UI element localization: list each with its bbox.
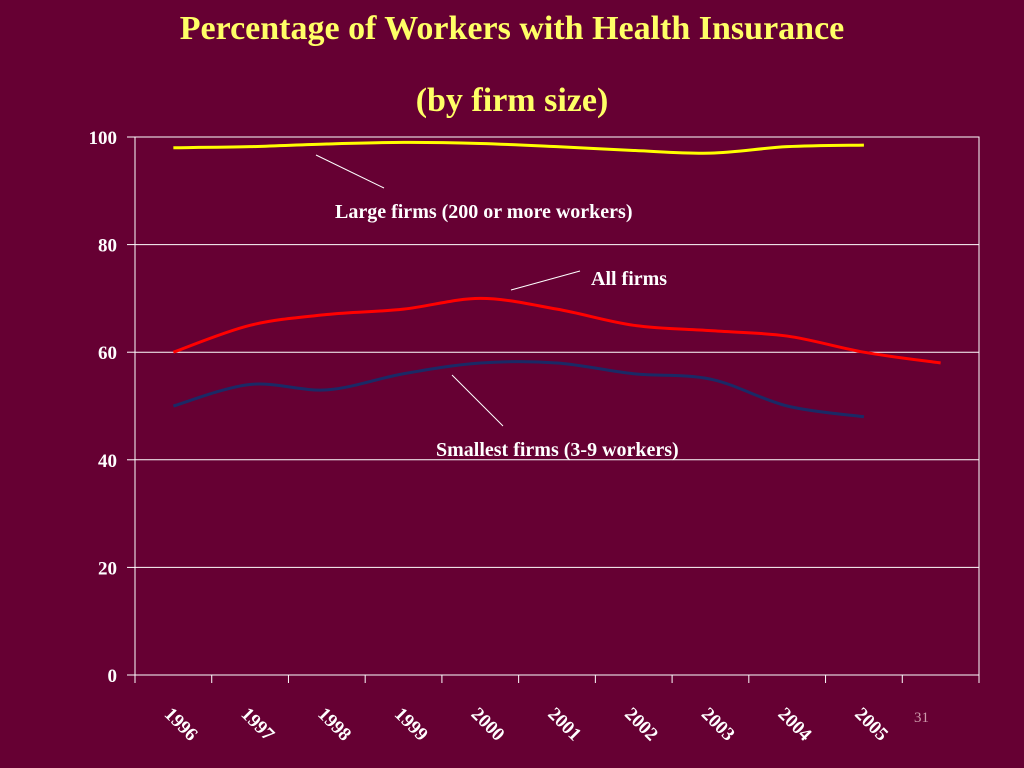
large-firms-leader-line bbox=[315, 154, 385, 189]
y-tick-label: 20 bbox=[98, 558, 117, 579]
series-line-large-firms-200-or-more-workers bbox=[173, 140, 864, 155]
y-tick-label: 80 bbox=[98, 236, 117, 257]
smallest-firms-leader-line bbox=[451, 374, 504, 427]
series-line-smallest-firms-3-9-workers bbox=[172, 360, 865, 419]
x-tick-label: 1998 bbox=[313, 704, 355, 746]
chart-title: Percentage of Workers with Health Insura… bbox=[179, 10, 845, 47]
annotation-layer: Large firms (200 or more workers) All fi… bbox=[315, 154, 679, 461]
series-line-all-firms bbox=[172, 296, 941, 365]
x-tick-label: 2001 bbox=[543, 704, 585, 746]
x-tick-label: 1997 bbox=[237, 704, 279, 746]
y-tick-label: 0 bbox=[108, 666, 118, 687]
chart-subtitle: (by firm size) bbox=[415, 82, 609, 119]
large-firms-annotation: Large firms (200 or more workers) bbox=[335, 201, 633, 223]
plot-area bbox=[134, 136, 980, 676]
x-tick-label: 2000 bbox=[467, 704, 509, 746]
series-layer bbox=[172, 140, 941, 419]
smallest-firms-annotation: Smallest firms (3-9 workers) bbox=[436, 439, 679, 461]
all-firms-leader-line bbox=[510, 270, 581, 291]
x-tick-label: 2002 bbox=[620, 704, 662, 746]
slide-number: 31 bbox=[914, 710, 929, 726]
x-tick-label: 1999 bbox=[390, 704, 432, 746]
x-tick-label: 2005 bbox=[850, 704, 892, 746]
y-tick-label: 40 bbox=[98, 451, 117, 472]
y-tick-label: 60 bbox=[98, 343, 117, 364]
x-tick-label: 2003 bbox=[697, 704, 739, 746]
y-tick-label: 100 bbox=[89, 128, 118, 149]
x-tick-label: 1996 bbox=[160, 704, 202, 746]
all-firms-annotation: All firms bbox=[591, 268, 667, 290]
x-tick-label: 2004 bbox=[774, 704, 816, 746]
